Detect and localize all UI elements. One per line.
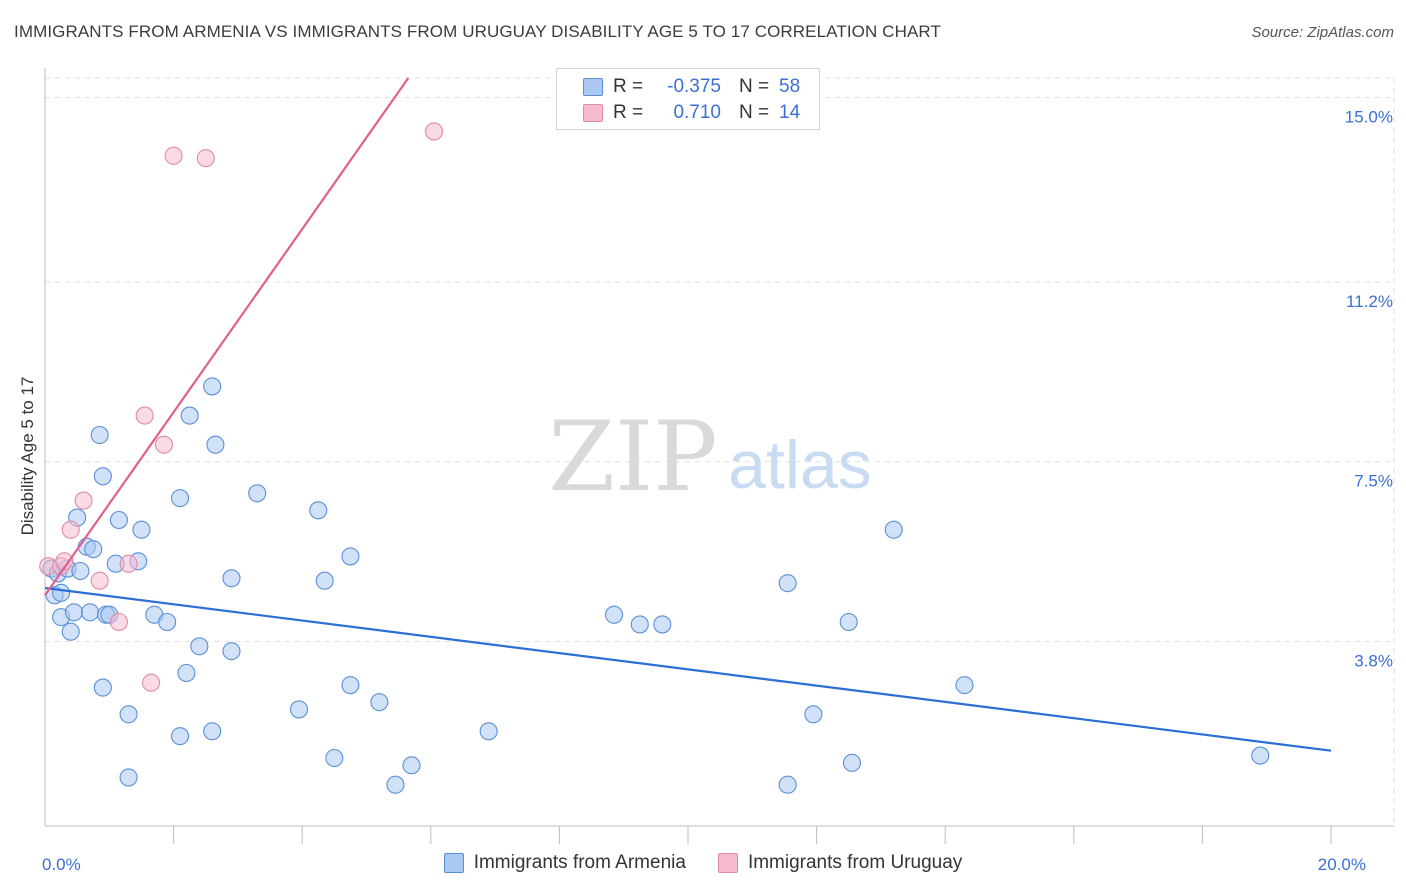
- uruguay-point: [61, 520, 80, 539]
- chart-title: IMMIGRANTS FROM ARMENIA VS IMMIGRANTS FR…: [14, 22, 941, 41]
- armenia-point: [52, 583, 71, 602]
- armenia-trend-line: [44, 586, 1332, 752]
- n-label: N =: [739, 76, 770, 97]
- armenia-point: [325, 748, 344, 768]
- watermark: ZIP atlas: [548, 401, 871, 513]
- armenia-point: [158, 612, 177, 632]
- trend-layer: [44, 77, 1332, 752]
- armenia-point: [132, 520, 151, 539]
- uruguay-point: [119, 554, 138, 573]
- legend-row-uruguay: R = 0.710 N = 14: [583, 101, 800, 125]
- y-tick-label: 7.5%: [1354, 472, 1393, 491]
- armenia-point: [884, 520, 903, 539]
- watermark-zip: ZIP: [548, 401, 717, 513]
- armenia-point: [93, 678, 112, 697]
- armenia-n-value: 58: [779, 76, 801, 97]
- uruguay-point: [135, 406, 154, 425]
- legend-row-armenia: R = -0.375 N = 58: [583, 75, 800, 99]
- armenia-point: [804, 705, 823, 724]
- armenia-point: [955, 676, 974, 695]
- uruguay-point: [164, 146, 183, 165]
- armenia-point: [177, 663, 196, 683]
- n-label: N =: [739, 102, 770, 123]
- armenia-point: [630, 615, 649, 634]
- armenia-point: [289, 700, 309, 719]
- armenia-point: [1251, 746, 1270, 765]
- armenia-point: [170, 489, 190, 508]
- armenia-point: [90, 425, 109, 445]
- uruguay-point: [90, 571, 109, 590]
- axis-layer: 3.8% 7.5% 11.2% 15.0% 0.0% 20.0%: [42, 68, 1394, 874]
- uruguay-point: [424, 122, 444, 141]
- r-label: R =: [613, 102, 644, 123]
- uruguay-point: [74, 491, 93, 510]
- armenia-point: [341, 676, 360, 695]
- armenia-point: [309, 501, 328, 520]
- armenia-point: [119, 705, 138, 724]
- points-layer: [39, 122, 1270, 794]
- armenia-point: [61, 622, 80, 641]
- armenia-point: [206, 435, 225, 454]
- uruguay-r-value: 0.710: [673, 102, 721, 123]
- y-axis-label: Disability Age 5 to 17: [18, 376, 37, 536]
- legend-item-uruguay[interactable]: Immigrants from Uruguay: [717, 852, 963, 874]
- armenia-point: [315, 571, 334, 590]
- armenia-point: [180, 406, 199, 425]
- armenia-point: [839, 612, 858, 632]
- armenia-point: [71, 561, 90, 581]
- uruguay-swatch: [583, 104, 603, 122]
- armenia-point: [93, 467, 112, 486]
- armenia-point: [222, 642, 241, 661]
- series-legend: Immigrants from Armenia Immigrants from …: [0, 852, 1406, 874]
- uruguay-point: [154, 435, 174, 454]
- armenia-point: [203, 722, 222, 741]
- source-label: Source: ZipAtlas.com: [1251, 24, 1394, 41]
- uruguay-swatch: [717, 853, 738, 873]
- armenia-point: [119, 768, 138, 787]
- armenia-point: [222, 569, 241, 588]
- armenia-point: [109, 510, 128, 530]
- watermark-atlas: atlas: [728, 427, 872, 503]
- grid-layer: [45, 77, 1395, 826]
- uruguay-point: [196, 149, 215, 168]
- y-tick-label: 3.8%: [1354, 651, 1393, 670]
- correlation-legend: R = -0.375 N = 58 R = 0.710 N = 14: [556, 68, 820, 130]
- uruguay-point: [142, 673, 161, 692]
- armenia-point: [84, 540, 103, 559]
- armenia-point: [842, 753, 862, 772]
- legend-label-armenia: Immigrants from Armenia: [473, 852, 686, 873]
- armenia-swatch: [583, 78, 603, 96]
- armenia-point: [80, 603, 100, 622]
- armenia-point: [605, 605, 624, 624]
- armenia-point: [653, 615, 672, 634]
- uruguay-point: [55, 552, 74, 571]
- armenia-point: [386, 775, 405, 794]
- armenia-swatch: [443, 853, 464, 873]
- armenia-point: [778, 574, 797, 593]
- legend-item-armenia[interactable]: Immigrants from Armenia: [443, 852, 686, 874]
- x-tick-label: 20.0%: [1318, 855, 1366, 874]
- r-label: R =: [613, 76, 644, 97]
- armenia-point: [170, 727, 190, 746]
- armenia-point: [341, 547, 360, 566]
- uruguay-point: [109, 612, 128, 632]
- armenia-point: [248, 484, 267, 503]
- uruguay-n-value: 14: [779, 102, 801, 123]
- armenia-point: [402, 756, 421, 775]
- armenia-point: [64, 603, 83, 622]
- y-tick-label: 11.2%: [1346, 292, 1393, 311]
- uruguay-trend-line: [44, 77, 410, 596]
- y-tick-label: 15.0%: [1345, 107, 1393, 126]
- armenia-point: [778, 775, 797, 794]
- armenia-point: [479, 722, 498, 741]
- x-tick-label: 0.0%: [42, 855, 81, 874]
- armenia-point: [190, 637, 209, 656]
- legend-label-uruguay: Immigrants from Uruguay: [747, 852, 963, 873]
- armenia-point: [370, 693, 389, 712]
- armenia-point: [203, 377, 222, 396]
- armenia-r-value: -0.375: [667, 76, 721, 97]
